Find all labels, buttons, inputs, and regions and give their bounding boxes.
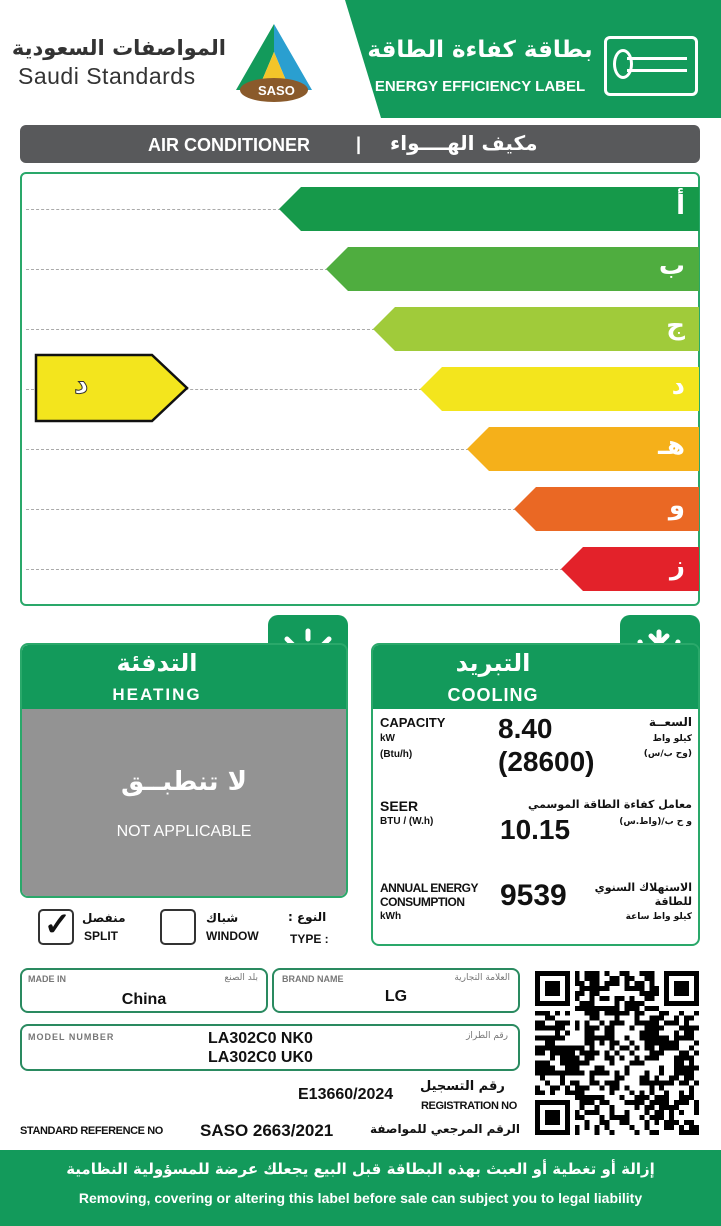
- scale-guide-line: [26, 329, 380, 330]
- window-checkbox: [160, 909, 196, 945]
- product-type-separator: |: [356, 134, 362, 154]
- made-in-label-ar: بلد الصنع: [224, 973, 258, 983]
- capacity-unit-btu: (Btu/h): [380, 749, 413, 760]
- standard-reference-label: STANDARD REFERENCE NO: [20, 1125, 163, 1137]
- cooling-panel: التبريد COOLING: [371, 643, 700, 946]
- scale-guide-line: [26, 389, 427, 390]
- annual-unit: kWh: [380, 911, 402, 922]
- capacity-unit-ar2: (وح ب/س): [643, 749, 692, 759]
- brand-value: LG: [384, 988, 408, 1005]
- brand-box: BRAND NAME العلامة التجارية LG: [272, 968, 520, 1013]
- window-label-en: WINDOW: [206, 929, 259, 943]
- scale-guide-line: [26, 209, 286, 210]
- heating-title-en: HEATING: [112, 685, 202, 704]
- annual-label-ar2: للطاقة: [654, 895, 692, 908]
- capacity-label-ar: السعــة: [648, 715, 692, 729]
- annual-consumption-row: ANNUAL ENERGY CONSUMPTION kWh 9539 الاست…: [380, 879, 692, 931]
- registration-label-ar: رقم التسجيل: [420, 1079, 505, 1094]
- annual-label-ar1: الاستهلاك السنوي: [594, 881, 692, 894]
- energy-class-label: أ: [676, 191, 685, 221]
- rating-indicator-label: د: [73, 367, 89, 401]
- qr-code[interactable]: [535, 970, 699, 1136]
- energy-efficiency-scale: [20, 172, 700, 606]
- energy-class-label: هـ: [658, 431, 685, 461]
- made-in-value: China: [121, 991, 167, 1008]
- saudi-standards-en: Saudi Standards: [18, 63, 196, 89]
- energy-class-bar: ج: [373, 307, 699, 351]
- seer-unit-ar: و ح ب/(واط.س): [619, 817, 692, 827]
- energy-class-bar: ب: [326, 247, 699, 291]
- standard-reference-value: SASO 2663/2021: [200, 1121, 334, 1140]
- seer-label: SEER: [380, 798, 419, 814]
- cooling-title-en: COOLING: [447, 685, 539, 705]
- rating-indicator: د: [34, 353, 190, 423]
- model-box: MODEL NUMBER رقم الطراز LA302C0 NK0 LA30…: [20, 1024, 520, 1071]
- annual-label-2: CONSUMPTION: [380, 895, 465, 909]
- made-in-box: MADE IN بلد الصنع China: [20, 968, 268, 1013]
- energy-class-label: ب: [658, 251, 685, 281]
- annual-label-1: ANNUAL ENERGY: [380, 881, 478, 895]
- split-checkbox: ✓: [38, 906, 74, 945]
- heating-panel: التدفئة HEATING لا تنطبــق NOT APPLICABL…: [20, 643, 348, 898]
- brand-label: BRAND NAME: [282, 974, 344, 984]
- brand-label-ar: العلامة التجارية: [454, 973, 510, 983]
- seer-unit: BTU / (W.h): [380, 816, 434, 827]
- capacity-row: CAPACITY kW (Btu/h) 8.40 (28600) السعــة…: [380, 713, 692, 785]
- energy-class-bar: ز: [561, 547, 699, 591]
- annual-value: 9539: [500, 879, 567, 912]
- saudi-standards-logo: المواصفات السعودية Saudi Standards: [11, 34, 226, 90]
- scale-guide-line: [26, 569, 568, 570]
- seer-row: SEER BTU / (W.h) 10.15 معامل كفاءة الطاق…: [380, 798, 692, 848]
- scale-guide-line: [26, 449, 474, 450]
- registration-label-en: REGISTRATION NO: [421, 1100, 517, 1112]
- saso-logo: SASO: [228, 22, 320, 104]
- seer-value: 10.15: [500, 814, 571, 845]
- capacity-unit-ar1: كيلو واط: [652, 734, 692, 744]
- energy-class-label: د: [671, 371, 685, 401]
- made-in-label: MADE IN: [28, 974, 66, 984]
- cooling-title-ar: التبريد: [455, 649, 531, 677]
- split-label-ar: منفصل: [82, 911, 126, 925]
- annual-unit-ar: كيلو واط ساعة: [625, 912, 692, 922]
- energy-class-bar: و: [514, 487, 699, 531]
- label-title-ar: بطاقة كفاءة الطاقة: [367, 37, 593, 63]
- energy-class-label: ز: [670, 551, 685, 581]
- split-label-en: SPLIT: [84, 929, 119, 943]
- seer-label-ar: معامل كفاءة الطاقة الموسمي: [528, 798, 692, 811]
- product-type-en: AIR CONDITIONER: [148, 135, 310, 155]
- air-conditioner-icon: [604, 36, 698, 96]
- standard-reference-label-ar: الرقم المرجعي للمواصفة: [370, 1122, 520, 1136]
- capacity-label: CAPACITY: [380, 715, 446, 730]
- capacity-value-kw: 8.40: [498, 713, 553, 744]
- type-label-en: TYPE :: [290, 932, 329, 946]
- capacity-value-btu: (28600): [498, 746, 595, 777]
- energy-class-label: و: [668, 491, 685, 521]
- energy-class-bar: د: [420, 367, 699, 411]
- scale-guide-line: [26, 509, 521, 510]
- footer-warning-en: Removing, covering or altering this labe…: [78, 1190, 643, 1206]
- product-type-ar: مكيف الهــــواء: [390, 131, 538, 155]
- saso-logo-text: SASO: [258, 83, 295, 98]
- model-value-1: LA302C0 NK0: [208, 1030, 313, 1047]
- capacity-unit-kw: kW: [380, 733, 395, 744]
- window-label-ar: شباك: [206, 911, 239, 925]
- model-value-2: LA302C0 UK0: [208, 1049, 313, 1066]
- scale-guide-line: [26, 269, 333, 270]
- energy-class-bar: أ: [279, 187, 699, 231]
- registration-number: E13660/2024: [298, 1086, 394, 1103]
- energy-class-label: ج: [666, 311, 685, 341]
- footer-warning: إزالة أو تغطية أو العبث بهذه البطاقة قبل…: [0, 1150, 721, 1226]
- footer-warning-ar: إزالة أو تغطية أو العبث بهذه البطاقة قبل…: [66, 1160, 655, 1178]
- saudi-standards-ar: المواصفات السعودية: [11, 36, 226, 60]
- heating-title-ar: التدفئة: [116, 649, 198, 677]
- model-label-ar: رقم الطراز: [466, 1031, 508, 1041]
- product-type-bar: AIR CONDITIONER | مكيف الهــــواء: [20, 125, 700, 163]
- not-applicable-ar: لا تنطبــق: [121, 767, 247, 797]
- not-applicable-en: NOT APPLICABLE: [116, 823, 252, 840]
- energy-class-bar: هـ: [467, 427, 699, 471]
- label-title-en: ENERGY EFFICIENCY LABEL: [374, 78, 586, 95]
- model-label: MODEL NUMBER: [28, 1032, 115, 1042]
- type-label-ar: النوع :: [288, 910, 327, 924]
